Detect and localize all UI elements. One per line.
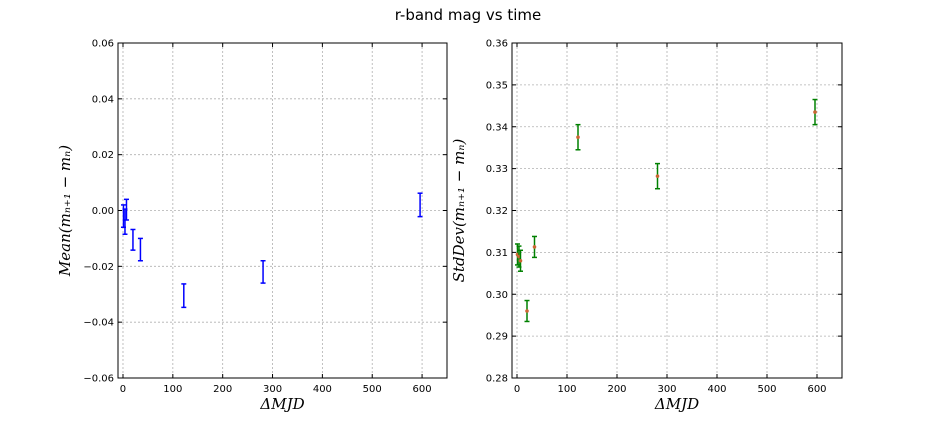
stddev-data-point-4 [532,245,537,249]
mean-ytick-label-2: −0.02 [83,262,114,273]
stddev-ytick-label-1: 0.29 [486,332,508,343]
mean-ytick-label-5: 0.04 [92,94,114,105]
mean-ytick-label-3: 0.00 [92,206,114,217]
stddev-ytick-label-6: 0.34 [486,122,508,133]
stddev-panel: 0 100 200 300 400 500 600 0.28 0.29 0.30 0.31 0.32 0… [450,39,843,413]
stddev-errorbar-2 [518,249,523,272]
stddev-ytick-label-8: 0.36 [486,39,508,50]
mean-xtick-label-4: 400 [313,384,332,395]
mean-errorbar-4 [137,237,143,262]
mean-y-axis-label: Mean(mₙ₊₁ − mₙ) [56,145,74,277]
stddev-xtick-label-3: 300 [657,384,676,395]
stddev-ytick-label-7: 0.35 [486,80,508,91]
mean-errorbar-7 [417,192,423,218]
mean-xtick-label-0: 0 [120,384,126,395]
stddev-data-point-6 [655,174,660,178]
stddev-errorbar-7 [812,98,818,126]
stddev-errorbar-5 [575,123,581,151]
mean-errorbar-5 [181,283,187,309]
stddev-data-point-7 [813,110,817,114]
stddev-errorbar-6 [655,162,660,190]
stddev-xtick-label-1: 100 [557,384,576,395]
stddev-ytick-label-2: 0.30 [486,290,508,301]
mean-xtick-label-1: 100 [163,384,182,395]
mean-xtick-label-6: 600 [413,384,432,395]
stddev-xtick-label-4: 400 [707,384,726,395]
stddev-x-axis-label: ΔMJD [654,395,699,413]
stddev-errorbar-3 [524,299,530,323]
stddev-data-point-3 [525,309,529,313]
stddev-data-point-2 [518,258,523,263]
mean-xtick-label-3: 300 [263,384,282,395]
figure-title: r-band mag vs time [394,6,542,24]
stddev-ytick-label-3: 0.31 [486,248,508,259]
stddev-y-axis-label: StdDev(mₙ₊₁ − mₙ) [450,139,468,283]
stddev-xtick-label-5: 500 [757,384,776,395]
stddev-xtick-label-0: 0 [514,384,520,395]
stddev-ytick-label-4: 0.32 [486,206,508,217]
mean-x-axis-label: ΔMJD [259,395,304,413]
stddev-ytick-label-5: 0.33 [486,164,508,175]
mean-ytick-label-6: 0.06 [92,39,114,50]
mean-xtick-label-2: 200 [213,384,232,395]
mean-panel: 0 100 200 300 400 500 600 −0.06 −0.04 −0.02 0.00 0.… [56,39,448,413]
stddev-ytick-label-0: 0.28 [486,374,508,385]
stddev-xtick-label-2: 200 [607,384,626,395]
mean-errorbar-6 [260,260,266,284]
mean-xtick-label-5: 500 [363,384,382,395]
stddev-errorbar-4 [532,235,537,259]
mean-errorbar-2 [123,198,129,221]
mean-ytick-label-4: 0.02 [92,150,114,161]
mean-ytick-label-0: −0.06 [83,374,114,385]
mean-errorbar-3 [130,228,136,251]
mean-ytick-label-1: −0.04 [83,318,114,329]
stddev-xtick-label-6: 600 [807,384,826,395]
stddev-data-point-5 [576,135,580,140]
